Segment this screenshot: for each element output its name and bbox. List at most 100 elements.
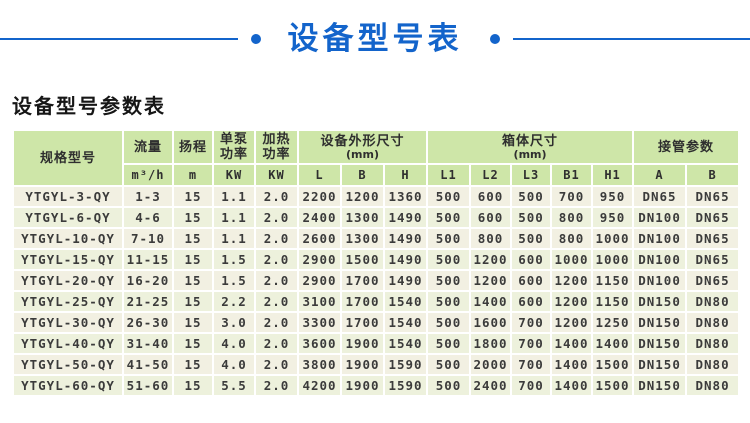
value-cell: DN150 — [634, 334, 686, 353]
value-cell: 3800 — [299, 355, 340, 374]
value-cell: 800 — [471, 229, 511, 248]
value-cell: 2200 — [299, 187, 340, 206]
value-cell: DN65 — [687, 208, 739, 227]
value-cell: 700 — [552, 187, 592, 206]
value-cell: DN65 — [634, 187, 686, 206]
value-cell: 1400 — [552, 355, 592, 374]
table-row: YTGYL-40-QY 31-40 15 4.0 2.0 3600 1900 1540 500 1… — [14, 334, 739, 353]
value-cell: 2.0 — [256, 271, 297, 290]
value-cell: 1000 — [593, 229, 633, 248]
col-group-tank: 箱体尺寸 (mm) — [428, 131, 633, 163]
col-group-tank-label: 箱体尺寸 — [502, 133, 559, 149]
value-cell: 41-50 — [124, 355, 172, 374]
col-group-tank-unit: (mm) — [513, 147, 547, 161]
value-cell: 700 — [512, 355, 551, 374]
value-cell: 1150 — [593, 292, 633, 311]
value-cell: 2.0 — [256, 229, 297, 248]
model-cell: YTGYL-20-QY — [14, 271, 122, 290]
value-cell: 1490 — [385, 208, 427, 227]
value-cell: 3.0 — [214, 313, 254, 332]
value-cell: 500 — [428, 208, 470, 227]
table-row: YTGYL-10-QY 7-10 15 1.1 2.0 2600 1300 1490 500 80… — [14, 229, 739, 248]
value-cell: 2.0 — [256, 355, 297, 374]
col-group-dimensions-unit: (mm) — [346, 147, 379, 161]
value-cell: 500 — [512, 208, 551, 227]
value-cell: 1400 — [552, 376, 592, 395]
unit-pump-power: KW — [214, 165, 254, 185]
table-row: YTGYL-60-QY 51-60 15 5.5 2.0 4200 1900 1590 500 2… — [14, 376, 739, 395]
value-cell: 600 — [471, 187, 511, 206]
value-cell: 16-20 — [124, 271, 172, 290]
value-cell: 1540 — [385, 292, 427, 311]
value-cell: 2.0 — [256, 313, 297, 332]
subcol-L: L — [299, 165, 340, 185]
value-cell: 15 — [174, 208, 212, 227]
col-header-pump-power: 单泵功率 — [214, 131, 254, 163]
value-cell: 2.0 — [256, 208, 297, 227]
col-header-flow: 流量 — [124, 131, 172, 163]
value-cell: 700 — [512, 334, 551, 353]
value-cell: 1250 — [593, 313, 633, 332]
model-cell: YTGYL-30-QY — [14, 313, 122, 332]
value-cell: 500 — [428, 229, 470, 248]
value-cell: 2.0 — [256, 334, 297, 353]
value-cell: 15 — [174, 292, 212, 311]
value-cell: 3100 — [299, 292, 340, 311]
value-cell: 4200 — [299, 376, 340, 395]
value-cell: 1490 — [385, 250, 427, 269]
value-cell: 1.1 — [214, 187, 254, 206]
value-cell: 500 — [428, 271, 470, 290]
value-cell: DN65 — [687, 187, 739, 206]
value-cell: 15 — [174, 187, 212, 206]
value-cell: DN100 — [634, 271, 686, 290]
value-cell: 1300 — [342, 229, 383, 248]
model-cell: YTGYL-60-QY — [14, 376, 122, 395]
subcol-H: H — [385, 165, 427, 185]
value-cell: 1150 — [593, 271, 633, 290]
value-cell: 1800 — [471, 334, 511, 353]
value-cell: 600 — [512, 250, 551, 269]
value-cell: 600 — [471, 208, 511, 227]
value-cell: 1540 — [385, 334, 427, 353]
table-row: YTGYL-30-QY 26-30 15 3.0 2.0 3300 1700 1540 500 1… — [14, 313, 739, 332]
spec-table: 规格型号 流量 扬程 单泵功率 加热功率 设备外形尺寸 (mm) 箱体尺寸 (m… — [12, 129, 740, 397]
value-cell: 3600 — [299, 334, 340, 353]
value-cell: 1000 — [552, 250, 592, 269]
table-body: YTGYL-3-QY 1-3 15 1.1 2.0 2200 1200 1360 500 600 5… — [14, 187, 739, 395]
value-cell: 1400 — [552, 334, 592, 353]
value-cell: DN80 — [687, 355, 739, 374]
banner-line-left — [0, 38, 238, 40]
value-cell: DN65 — [687, 229, 739, 248]
value-cell: 1900 — [342, 376, 383, 395]
value-cell: 1500 — [342, 250, 383, 269]
value-cell: 1.1 — [214, 229, 254, 248]
value-cell: DN65 — [687, 271, 739, 290]
value-cell: 2.0 — [256, 376, 297, 395]
value-cell: 950 — [593, 187, 633, 206]
value-cell: 51-60 — [124, 376, 172, 395]
value-cell: 15 — [174, 250, 212, 269]
value-cell: 600 — [512, 292, 551, 311]
value-cell: 2000 — [471, 355, 511, 374]
value-cell: 950 — [593, 208, 633, 227]
model-cell: YTGYL-3-QY — [14, 187, 122, 206]
value-cell: 26-30 — [124, 313, 172, 332]
value-cell: 500 — [428, 187, 470, 206]
model-cell: YTGYL-40-QY — [14, 334, 122, 353]
value-cell: 500 — [512, 187, 551, 206]
value-cell: 2.0 — [256, 250, 297, 269]
value-cell: 2.2 — [214, 292, 254, 311]
subcol-B: B — [342, 165, 383, 185]
value-cell: 1900 — [342, 355, 383, 374]
subcol-H1: H1 — [593, 165, 633, 185]
value-cell: 15 — [174, 376, 212, 395]
table-row: YTGYL-6-QY 4-6 15 1.1 2.0 2400 1300 1490 500 600 5… — [14, 208, 739, 227]
value-cell: DN80 — [687, 376, 739, 395]
banner-line-right — [512, 38, 750, 40]
page-title: 设备型号表 — [287, 20, 463, 57]
table-row: YTGYL-15-QY 11-15 15 1.5 2.0 2900 1500 1490 500 1… — [14, 250, 739, 269]
value-cell: 700 — [512, 376, 551, 395]
banner-dot-right-icon — [489, 34, 500, 44]
value-cell: DN100 — [634, 208, 686, 227]
value-cell: 4.0 — [214, 355, 254, 374]
